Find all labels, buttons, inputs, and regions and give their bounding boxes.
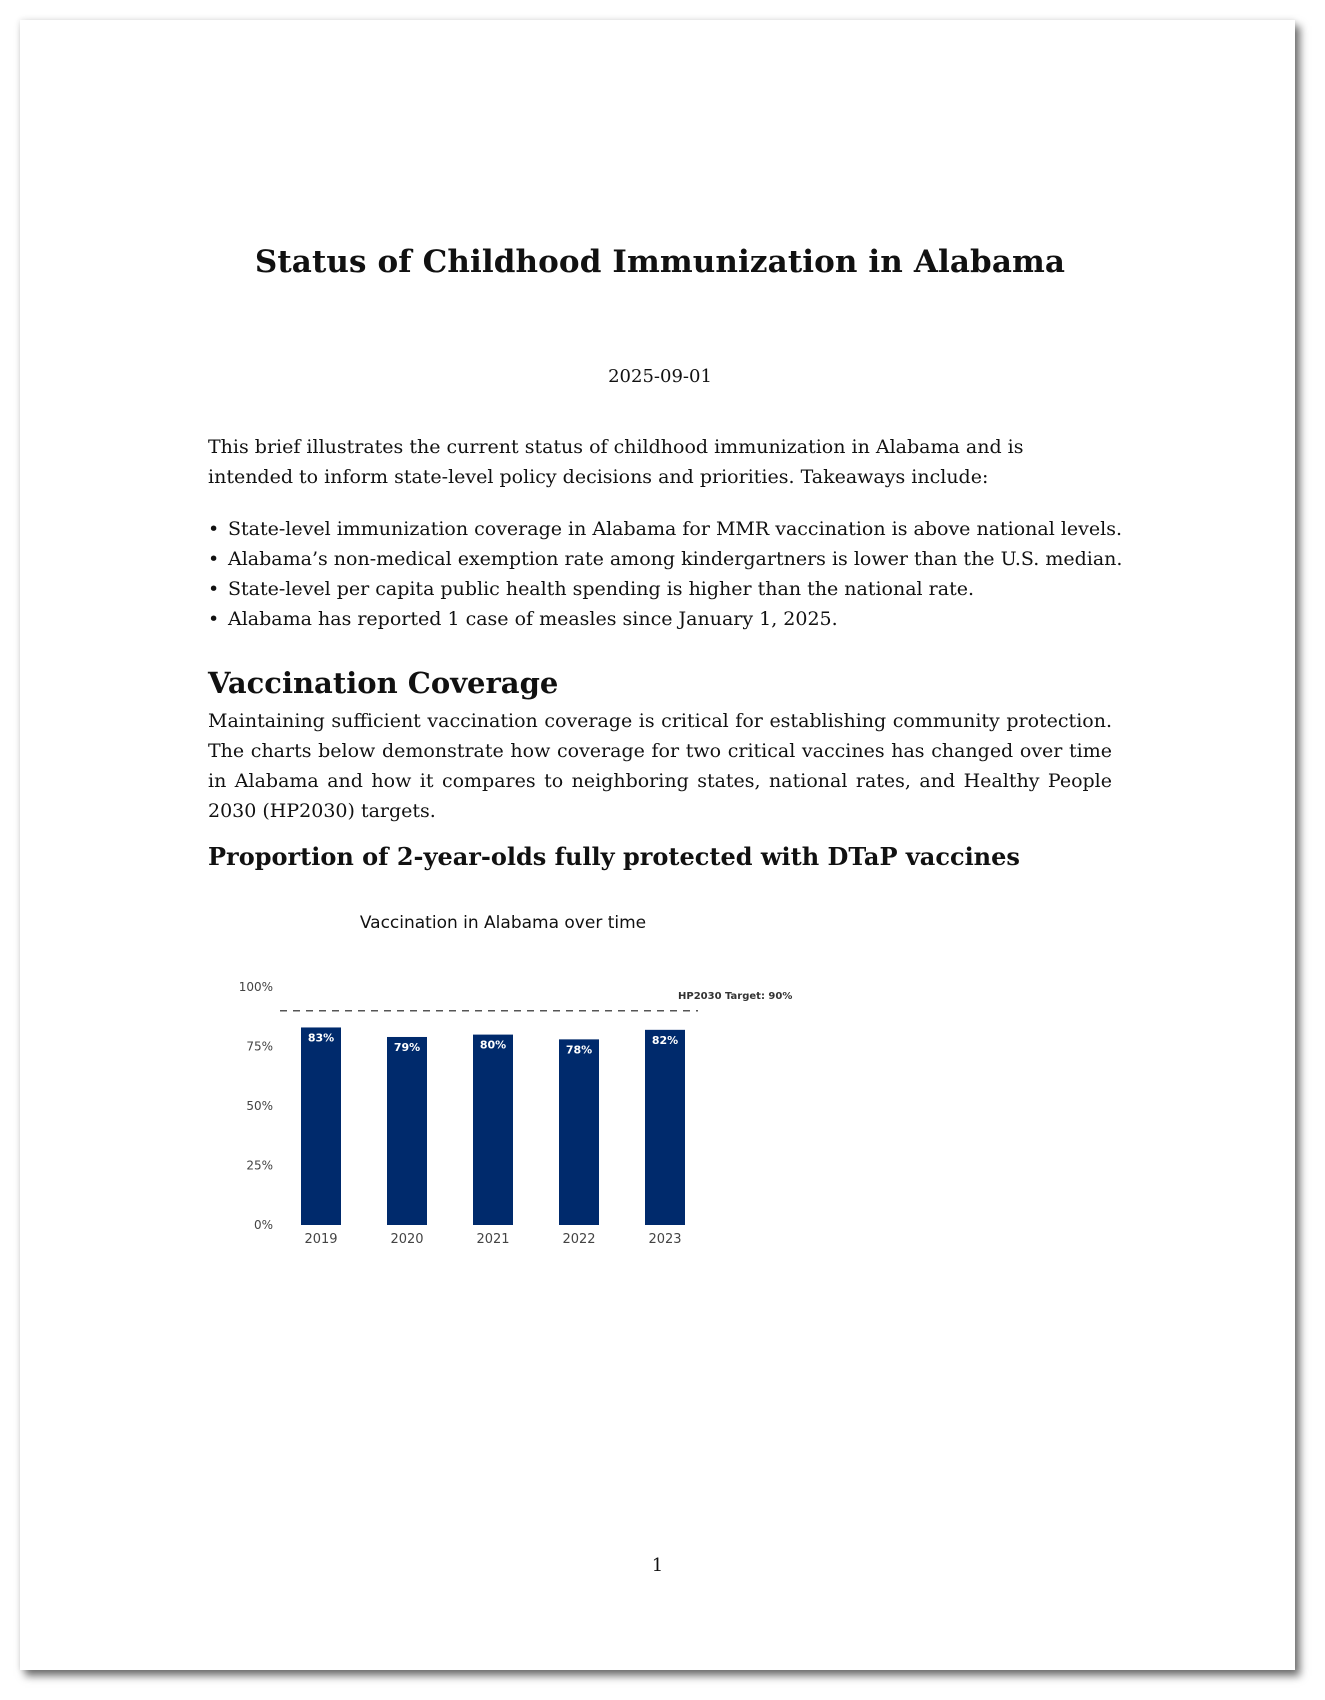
section-heading: Vaccination Coverage: [208, 666, 559, 700]
y-tick-label: 75%: [246, 1040, 273, 1054]
y-tick-label: 0%: [254, 1218, 273, 1232]
chart-title: Vaccination in Alabama over time: [360, 913, 646, 933]
bar: [387, 1036, 427, 1225]
page-title: Status of Childhood Immunization in Alab…: [254, 244, 1066, 280]
document-page: Status of Childhood Immunization in Alab…: [20, 20, 1295, 1670]
bullet-icon: •: [208, 578, 220, 600]
x-tick-label: 2022: [562, 1232, 595, 1247]
publication-date: 2025-09-01: [608, 366, 712, 387]
bar: [473, 1034, 513, 1225]
takeaways-list: • State-level immunization coverage in A…: [208, 514, 1122, 634]
y-tick-label: 100%: [239, 980, 273, 994]
x-tick-label: 2023: [648, 1232, 681, 1247]
y-tick-label: 25%: [246, 1159, 273, 1173]
bar: [301, 1027, 341, 1225]
bar-value-label: 82%: [652, 1034, 678, 1047]
takeaway-item: • State-level per capita public health s…: [208, 574, 1112, 604]
x-tick-label: 2021: [476, 1232, 509, 1247]
x-tick-label: 2019: [304, 1232, 337, 1247]
section-paragraph: Maintaining sufficient vaccination cover…: [208, 710, 1112, 822]
intro-paragraph: This brief illustrates the current statu…: [208, 436, 1024, 488]
takeaway-text: Alabama’s non-medical exemption rate amo…: [228, 548, 1123, 570]
chart-section-heading: Proportion of 2-year-olds fully protecte…: [208, 842, 1020, 871]
bullet-icon: •: [208, 608, 220, 630]
takeaway-item: • Alabama has reported 1 case of measles…: [208, 604, 1112, 634]
chart-svg: Vaccination in Alabama over time 0% 25% 50…: [239, 913, 793, 1247]
bar: [559, 1039, 599, 1225]
target-line-label: HP2030 Target: 90%: [678, 991, 792, 1002]
takeaway-item: • State-level immunization coverage in A…: [208, 514, 1122, 544]
bullet-icon: •: [208, 548, 220, 570]
page-number: 1: [651, 1555, 664, 1576]
bar-value-label: 78%: [566, 1043, 592, 1056]
x-tick-label: 2020: [390, 1232, 423, 1247]
takeaway-text: Alabama has reported 1 case of measles s…: [228, 608, 838, 630]
bar-value-label: 83%: [308, 1031, 334, 1044]
takeaway-text: State-level immunization coverage in Ala…: [228, 518, 1123, 540]
bullet-icon: •: [208, 518, 220, 540]
takeaway-text: State-level per capita public health spe…: [228, 578, 975, 600]
bar-value-label: 80%: [480, 1039, 506, 1052]
y-tick-label: 50%: [246, 1099, 273, 1113]
dtap-coverage-chart: Vaccination in Alabama over time 0% 25% 50…: [208, 900, 848, 1260]
takeaway-item: • Alabama’s non-medical exemption rate a…: [208, 544, 1122, 574]
bar: [645, 1029, 685, 1225]
bar-value-label: 79%: [394, 1041, 420, 1054]
